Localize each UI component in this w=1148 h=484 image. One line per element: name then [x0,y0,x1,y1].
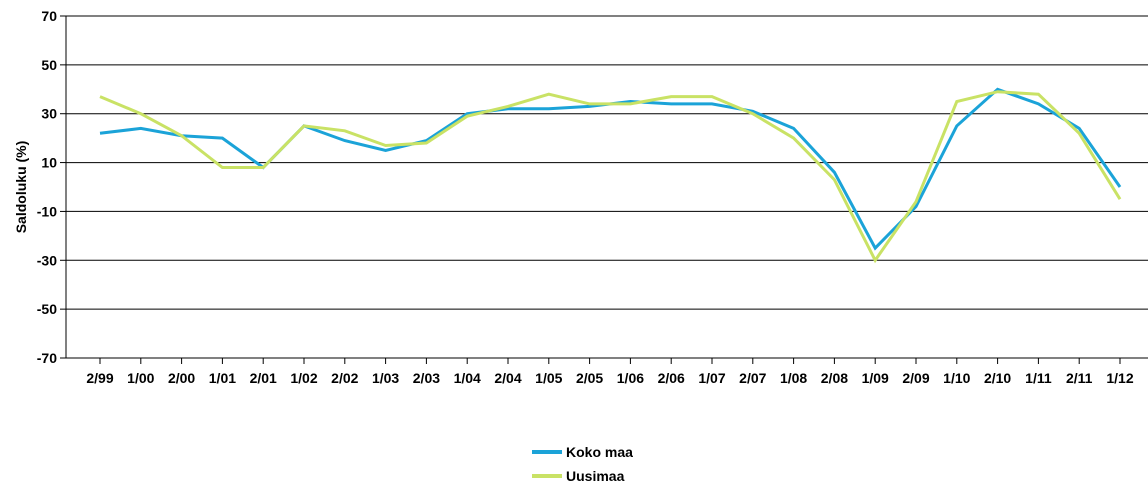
x-tick-label: 1/09 [862,370,889,386]
grid-lines [66,15,1148,359]
x-tick-label: 1/05 [535,370,562,386]
x-tick-label: 1/00 [127,370,154,386]
y-tick-label: -10 [37,203,57,219]
x-tick-label: 1/06 [617,370,644,386]
x-tick-label: 2/06 [658,370,685,386]
x-tick-label: 2/99 [86,370,113,386]
x-tick-label: 2/11 [1066,370,1093,386]
x-tick-label: 2/09 [902,370,929,386]
series-lines [99,87,1122,264]
y-axis-title: Saldoluku (%) [13,141,29,234]
x-tick-label: 1/02 [290,370,317,386]
y-tick-label: -50 [37,301,57,317]
x-tick-label: 1/11 [1025,370,1052,386]
y-tick-label: -30 [37,252,57,268]
x-tick-label: 1/07 [698,370,725,386]
x-tick-label: 2/04 [494,370,521,386]
series-line-uusimaa [99,90,1122,264]
x-tick-label: 2/01 [250,370,277,386]
x-tick-label: 1/10 [943,370,970,386]
x-tick-label: 2/00 [168,370,195,386]
legend-label: Koko maa [566,444,633,460]
x-tick-label: 2/03 [413,370,440,386]
x-tick-label: 2/05 [576,370,603,386]
x-tick-label: 2/10 [984,370,1011,386]
x-tick-label: 1/01 [209,370,236,386]
x-tick-label: 1/12 [1106,370,1133,386]
x-tick-label: 1/03 [372,370,399,386]
y-axis-ticks: 70 50 30 10 -10 -30 -50 -70 [37,8,66,366]
legend: Koko maa Uusimaa [532,444,633,484]
x-tick-label: 1/04 [454,370,481,386]
y-tick-label: 10 [41,155,57,171]
x-tick-label: 2/02 [331,370,358,386]
legend-label: Uusimaa [566,468,625,484]
x-tick-label: 1/08 [780,370,807,386]
y-tick-label: 70 [41,8,57,24]
y-tick-label: 50 [41,57,57,73]
x-tick-label: 2/08 [821,370,848,386]
x-axis-ticks: 2/99 1/00 2/00 1/01 2/01 1/02 2/02 1/03 2/03 1/04… [86,358,1134,386]
y-tick-label: -70 [37,350,57,366]
x-tick-label: 2/07 [739,370,766,386]
y-tick-label: 30 [41,106,57,122]
